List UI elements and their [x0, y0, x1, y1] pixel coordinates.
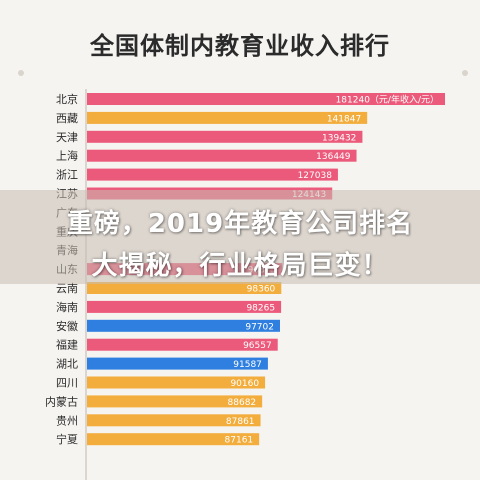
bar	[87, 93, 445, 105]
data-label: 91587	[233, 360, 262, 370]
decor-dot	[462, 70, 468, 76]
data-label: 88682	[228, 398, 257, 408]
data-label: 98265	[246, 303, 275, 313]
headline-line-1: 重磅，2019年教育公司排名	[66, 209, 414, 239]
data-label: 141847	[327, 114, 361, 124]
bar	[87, 111, 368, 124]
bar	[87, 319, 280, 332]
data-label: 127038	[298, 171, 333, 181]
data-label: 97702	[245, 322, 274, 332]
category-label: 上海	[56, 149, 78, 163]
data-label: 96557	[243, 341, 272, 351]
data-label: 90160	[230, 379, 259, 389]
data-label: 181240（元/年收入/元）	[336, 94, 439, 106]
chart-title: 全国体制内教育业收入排行	[90, 32, 390, 60]
bar	[87, 338, 278, 351]
bar	[87, 395, 263, 408]
category-label: 四川	[56, 377, 78, 390]
bar	[87, 130, 363, 143]
category-label: 浙江	[56, 169, 78, 182]
category-label: 海南	[56, 300, 78, 314]
data-label: 98360	[247, 285, 276, 295]
decor-dot	[18, 70, 24, 76]
bar	[87, 300, 282, 313]
category-label: 宁夏	[56, 432, 78, 446]
category-label: 福建	[56, 338, 78, 352]
bar	[87, 433, 260, 446]
headline-line-2: 大揭秘，行业格局巨变！	[91, 251, 389, 281]
headline-banner	[0, 190, 480, 284]
bar	[87, 414, 261, 427]
data-label: 87861	[226, 417, 255, 427]
data-label: 136449	[316, 152, 351, 162]
bar	[87, 168, 338, 181]
bar	[87, 357, 268, 370]
data-label: 87161	[225, 436, 254, 446]
bar	[87, 282, 282, 294]
category-label: 天津	[56, 131, 78, 144]
category-label: 贵州	[56, 414, 78, 427]
category-label: 云南	[56, 282, 78, 295]
category-label: 内蒙古	[45, 394, 78, 408]
bar	[87, 149, 357, 162]
category-label: 西藏	[56, 112, 78, 125]
category-label: 安徽	[56, 319, 78, 333]
bar	[87, 376, 266, 389]
data-label: 139432	[322, 133, 356, 143]
category-label: 北京	[56, 92, 78, 106]
category-label: 湖北	[56, 358, 78, 371]
